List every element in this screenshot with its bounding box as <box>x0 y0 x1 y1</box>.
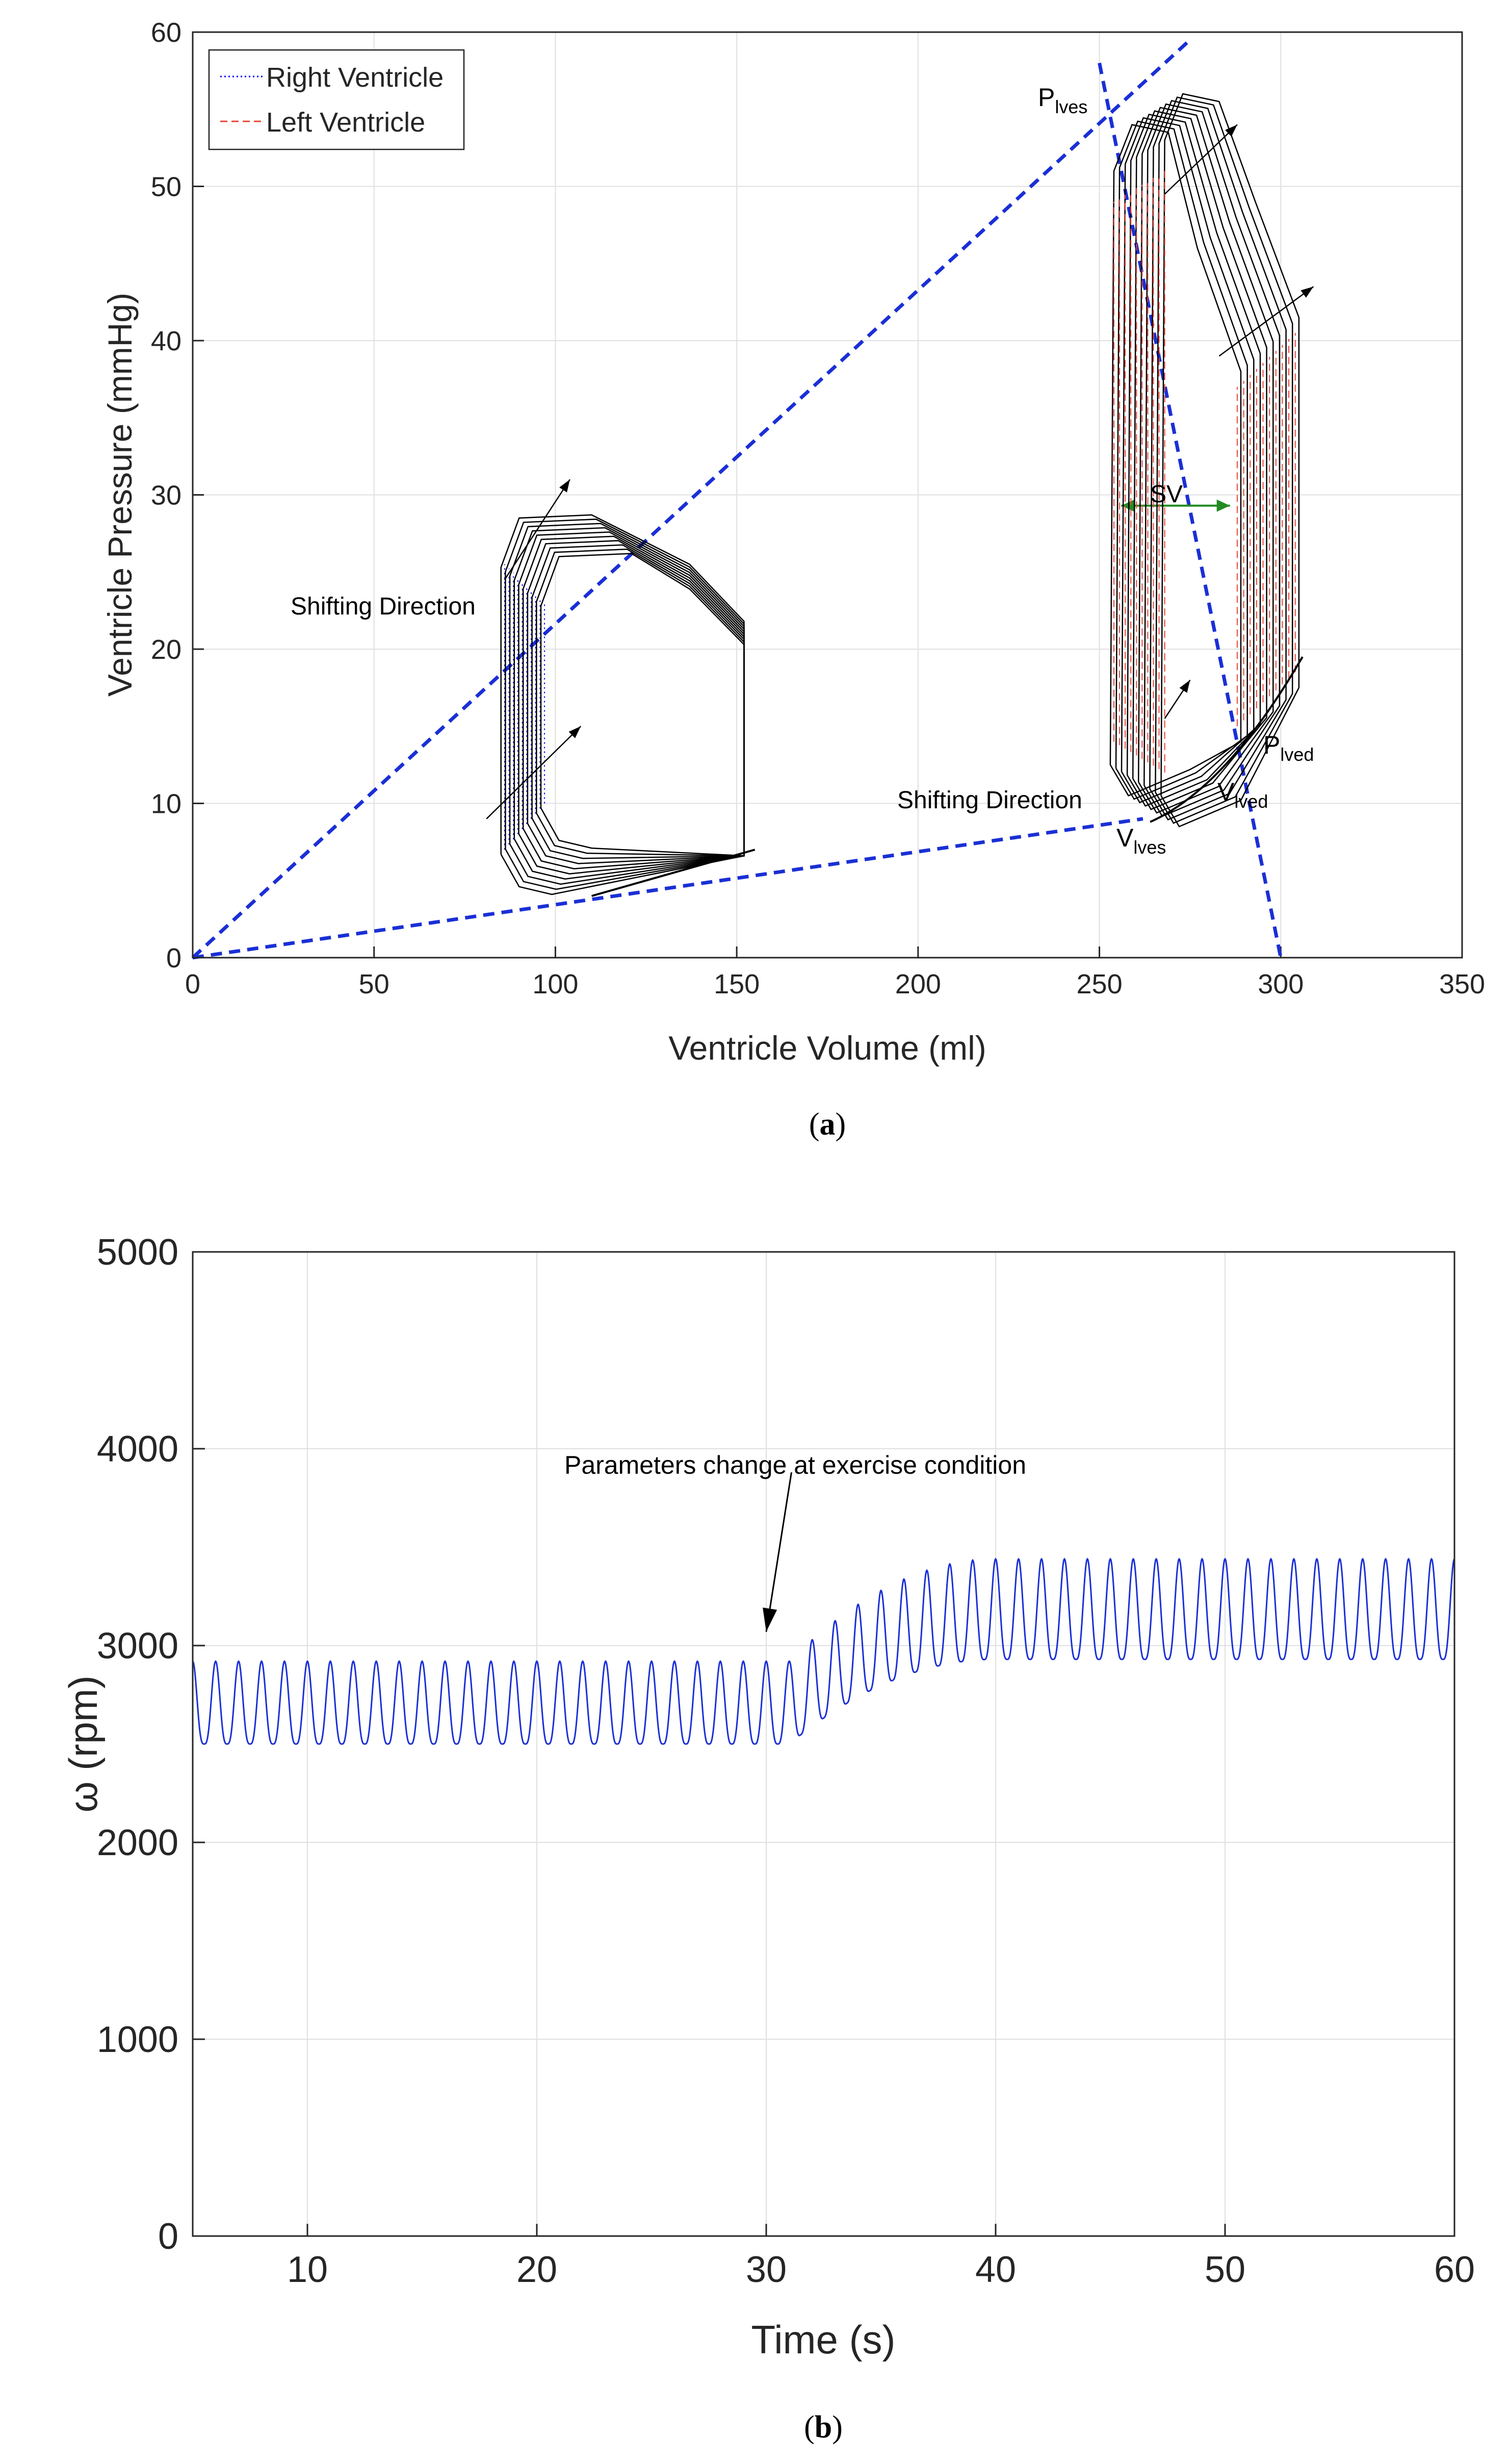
x-tick-label: 300 <box>1258 969 1304 999</box>
rv-loop-4 <box>518 531 745 875</box>
lv-loop-1 <box>1115 120 1248 800</box>
rv-loop-7 <box>531 544 745 859</box>
y-tick-label: 40 <box>151 326 181 356</box>
sv-arrow-head-right <box>1216 499 1230 512</box>
y-axis-label: ω (rpm) <box>61 1676 106 1813</box>
grid <box>192 31 1463 959</box>
y-tick-label: 10 <box>151 789 181 819</box>
rv-loop-2 <box>509 523 745 885</box>
left-ventricle-loops <box>1109 93 1304 828</box>
y-tick-label: 4000 <box>97 1429 178 1470</box>
lv-loop-8 <box>1155 96 1293 824</box>
shifting-direction-rv-label: Shifting Direction <box>291 593 476 620</box>
p-lves-label: Plves <box>1038 83 1087 117</box>
legend: Right Ventricle Left Ventricle <box>208 49 465 150</box>
plot-frame <box>192 1251 1455 2237</box>
right-ventricle-loops <box>500 514 756 897</box>
y-tick-label: 0 <box>158 2216 178 2257</box>
y-tick-labels: 0 10 20 30 40 50 60 <box>151 17 181 973</box>
pv-loop-chart: 0 50 100 150 200 250 300 350 0 10 20 30 40 50 60 Vent… <box>101 17 1485 1142</box>
shifting-arrows <box>486 124 1314 819</box>
exercise-arrow <box>763 1472 792 1632</box>
shifting-direction-lv-label: Shifting Direction <box>897 787 1082 814</box>
grid <box>193 1251 1455 2237</box>
y-tick-label: 1000 <box>97 2019 178 2060</box>
lv-loop-0 <box>1109 124 1242 797</box>
x-tick-label: 50 <box>359 969 389 999</box>
guide-line-EDPVR-right <box>192 817 1143 960</box>
rv-loop-6 <box>527 540 745 864</box>
guide-line-ESPVR-left <box>191 38 1191 959</box>
y-tick-label: 60 <box>151 17 181 48</box>
y-tick-label: 3000 <box>97 1626 178 1666</box>
y-tick-label: 20 <box>151 634 181 665</box>
arrow-shaft <box>765 1472 792 1632</box>
exercise-annotation: Parameters change at exercise condition <box>564 1451 1026 1479</box>
lv-loop-4 <box>1132 110 1267 810</box>
x-tick-label: 50 <box>1205 2249 1245 2290</box>
lv-loop-2 <box>1121 117 1255 804</box>
y-tick-label: 0 <box>166 943 181 973</box>
x-tick-label: 200 <box>895 969 941 999</box>
annotations: Shifting Direction Shifting Direction SV… <box>291 83 1314 858</box>
shift-arrow-0 <box>504 479 570 580</box>
shift-arrow-head-2 <box>1225 124 1237 137</box>
x-axis-label: Time (s) <box>751 2317 895 2362</box>
y-axis-label: Ventricle Pressure (mmHg) <box>101 293 139 697</box>
shift-arrow-head-0 <box>559 479 570 493</box>
x-tick-label: 0 <box>185 969 200 999</box>
rv-loop-5 <box>522 535 745 869</box>
y-tick-label: 2000 <box>97 1823 178 1863</box>
lv-loop-6 <box>1143 103 1281 817</box>
x-tick-labels: 0 50 100 150 200 250 300 350 <box>185 969 1485 999</box>
rv-loop-9 <box>540 553 745 857</box>
lv-loop-3 <box>1126 113 1261 807</box>
shift-arrow-head-4 <box>1179 680 1190 693</box>
v-lved-label: Vlved <box>1217 778 1268 812</box>
rv-loop-3 <box>513 527 745 880</box>
rv-loop-1 <box>505 518 745 890</box>
x-tick-label: 40 <box>975 2249 1016 2290</box>
lv-edpvr-curve <box>1150 656 1304 823</box>
rv-loop-8 <box>536 548 745 857</box>
arrow-head <box>763 1607 777 1632</box>
x-tick-label: 20 <box>516 2249 557 2290</box>
y-tick-label: 5000 <box>97 1232 178 1273</box>
guide-line-SV-axis <box>1098 62 1283 958</box>
caption-a: (a) <box>809 1107 846 1142</box>
y-tick-label: 50 <box>151 172 181 202</box>
x-tick-label: 350 <box>1439 969 1485 999</box>
lv-loop-9 <box>1160 93 1300 828</box>
y-tick-labels: 0 1000 2000 3000 4000 5000 <box>97 1232 178 2257</box>
x-tick-label: 150 <box>714 969 760 999</box>
shift-arrow-2 <box>1164 124 1238 195</box>
v-lves-label: Vlves <box>1116 824 1166 858</box>
x-tick-label: 250 <box>1077 969 1123 999</box>
x-axis-label: Ventricle Volume (ml) <box>668 1029 986 1067</box>
x-tick-label: 60 <box>1434 2249 1475 2290</box>
x-tick-label: 30 <box>746 2249 787 2290</box>
x-tick-labels: 10 20 30 40 50 60 <box>287 2249 1475 2290</box>
shift-arrow-1 <box>486 726 582 819</box>
y-tick-label: 30 <box>151 480 181 511</box>
shift-arrow-3 <box>1218 286 1314 357</box>
sv-label: SV <box>1150 481 1183 508</box>
legend-box <box>208 49 465 150</box>
legend-lv-label: Left Ventricle <box>266 107 425 138</box>
p-lved-label: Plved <box>1263 731 1314 765</box>
lv-loop-7 <box>1149 99 1287 820</box>
rv-loop-0 <box>500 514 745 895</box>
rv-edpvr-curve <box>591 849 756 897</box>
pump-speed-chart: 10 20 30 40 50 60 0 1000 2000 3000 4000 5000 Time … <box>61 1232 1475 2445</box>
legend-rv-label: Right Ventricle <box>266 62 444 93</box>
x-tick-label: 100 <box>532 969 578 999</box>
shift-arrow-head-3 <box>1300 287 1314 298</box>
caption-b: (b) <box>804 2410 843 2445</box>
pump-speed-series <box>192 1557 1455 1745</box>
x-tick-label: 10 <box>287 2249 328 2290</box>
guide-lines <box>191 38 1283 960</box>
plot-frame <box>192 31 1463 959</box>
shift-arrow-head-1 <box>568 726 581 738</box>
